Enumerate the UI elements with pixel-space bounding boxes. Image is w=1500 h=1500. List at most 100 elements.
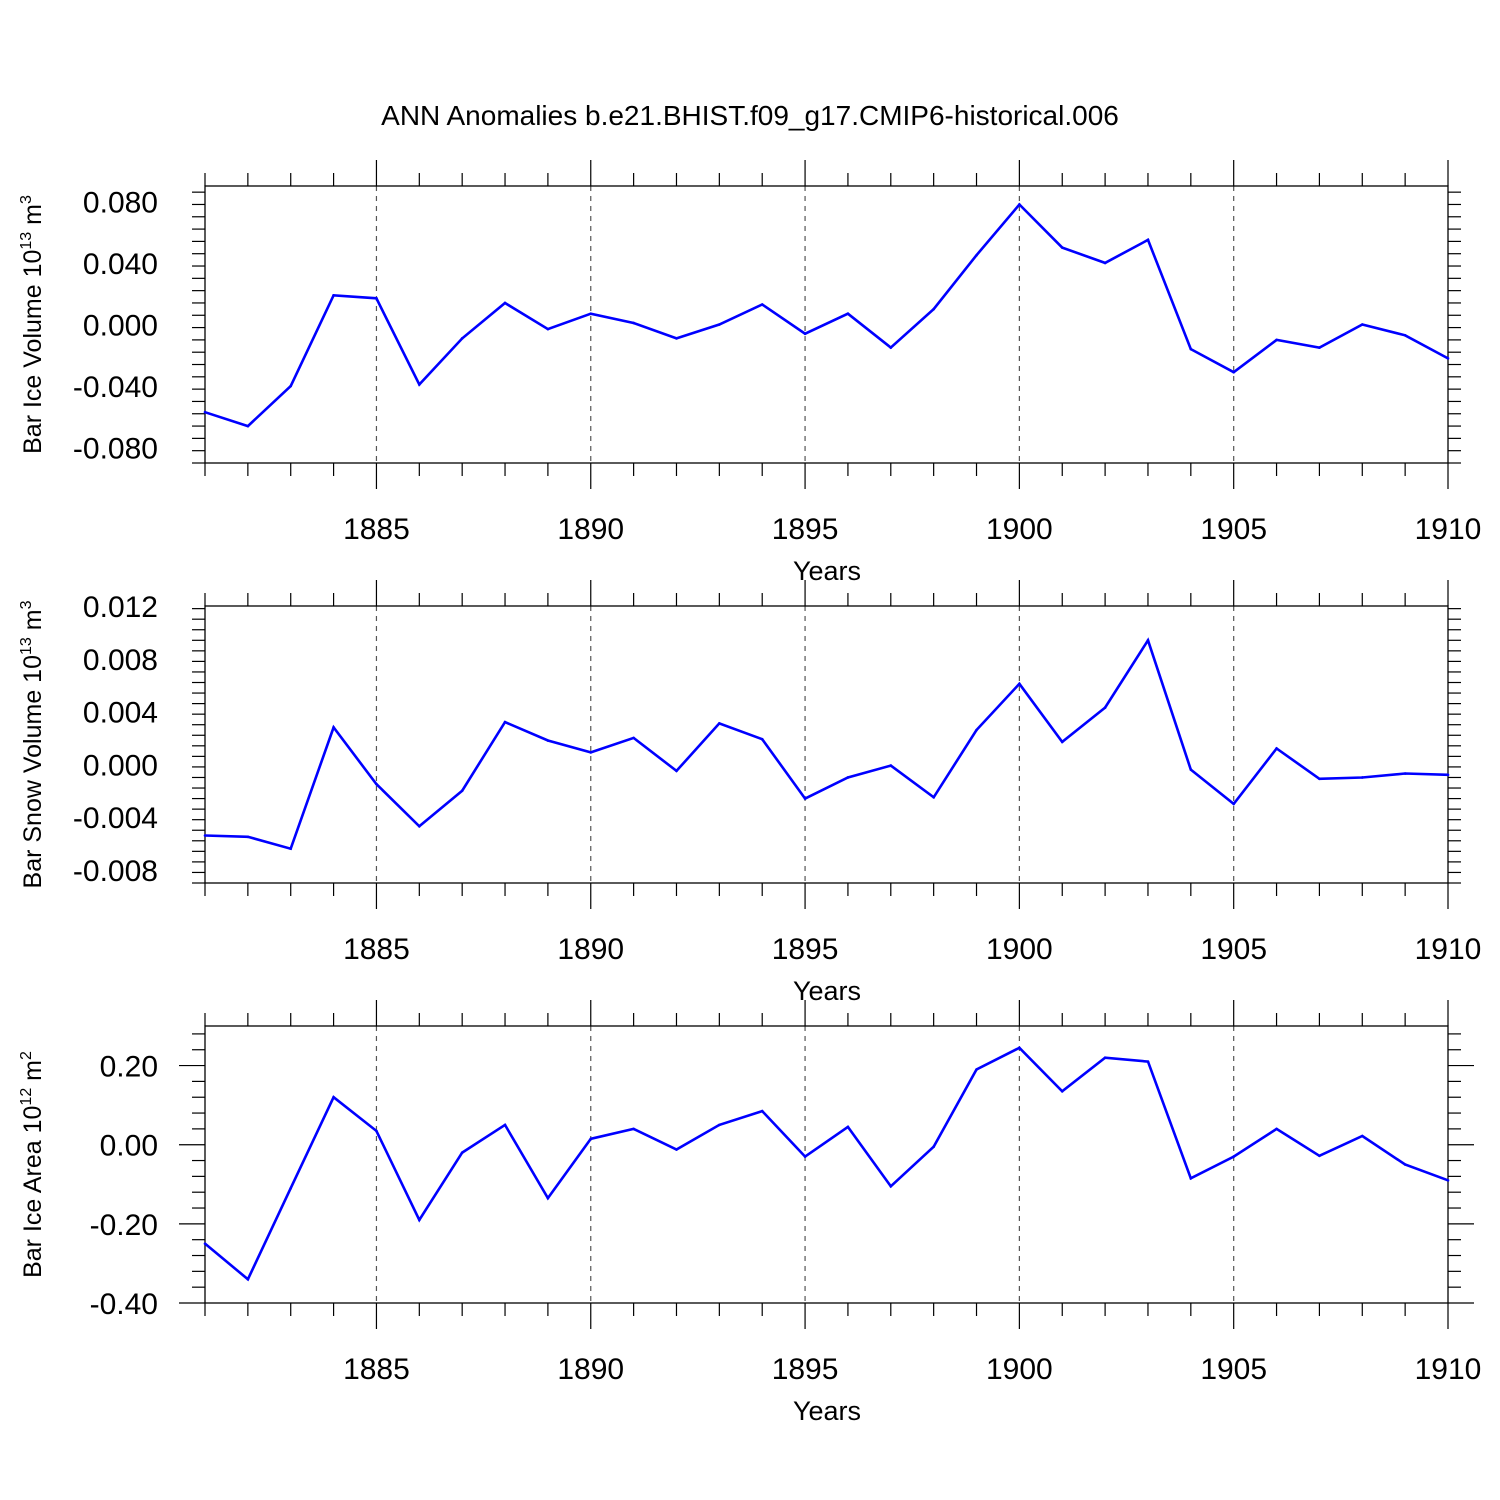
data-point — [289, 1186, 293, 1190]
y-tick-label: 0.000 — [83, 310, 158, 343]
y-tick-label: 0.000 — [83, 749, 158, 782]
x-tick-label: 1895 — [772, 933, 839, 966]
data-point — [1232, 1155, 1235, 1158]
y-tick-label: 0.004 — [83, 697, 158, 730]
chart-panel-1: 1885 1890 1895 1900 1905 1910 Years -0.080 -0.04… — [18, 160, 1481, 586]
y-axis-label: Bar Ice Volume 1013 m3 — [18, 195, 47, 454]
y-axis-label: Bar Ice Area 1012 m2 — [18, 1051, 47, 1278]
data-point — [1060, 246, 1064, 249]
data-point — [632, 1127, 635, 1131]
data-point — [1318, 346, 1321, 349]
chart-panel-3: 1885 1890 1895 1900 1905 1910 Years -0.40 -0.20 0… — [18, 1000, 1481, 1426]
x-axis-label: Years — [793, 556, 861, 586]
data-point — [1360, 776, 1364, 779]
y-tick-label: -0.080 — [73, 433, 158, 466]
data-point — [975, 1068, 978, 1071]
data-point — [246, 835, 250, 839]
data-point — [1232, 370, 1235, 374]
data-point — [718, 722, 721, 725]
chart-panel-2: 1885 1890 1895 1900 1905 1910 Years -0.008 -0.00… — [18, 580, 1481, 1006]
data-point — [546, 739, 550, 742]
data-point — [1018, 203, 1021, 206]
data-point — [1318, 777, 1321, 781]
x-tick-label: 1890 — [557, 933, 624, 966]
data-point — [418, 824, 421, 828]
data-point — [203, 410, 207, 414]
x-tick-label: 1895 — [772, 513, 839, 546]
x-tick-label: 1885 — [343, 513, 410, 546]
data-point — [1446, 1179, 1450, 1182]
data-point — [760, 1109, 764, 1113]
data-point — [546, 1196, 550, 1200]
y-tick-label: 0.008 — [83, 644, 158, 677]
data-point — [289, 847, 293, 851]
data-point — [632, 736, 635, 740]
data-point — [846, 312, 850, 316]
plot-frame — [204, 1025, 1449, 1304]
x-tick-label: 1900 — [986, 1353, 1053, 1386]
x-tick-label: 1885 — [343, 1353, 410, 1386]
data-point — [1018, 682, 1021, 686]
data-point — [718, 1123, 721, 1127]
data-point — [418, 1218, 421, 1222]
data-point — [675, 1148, 678, 1151]
chart-title: ANN Anomalies b.e21.BHIST.f09_g17.CMIP6-… — [381, 100, 1119, 131]
data-point — [460, 337, 464, 340]
data-point — [1446, 357, 1450, 360]
data-point — [846, 1125, 850, 1129]
y-tick-label: -0.004 — [73, 802, 158, 835]
series-line — [204, 637, 1449, 851]
data-point — [375, 1129, 378, 1133]
x-tick-label: 1890 — [557, 1353, 624, 1386]
data-point — [1318, 1154, 1321, 1158]
series-line — [204, 1046, 1449, 1282]
data-point — [1060, 740, 1064, 744]
data-point — [1360, 323, 1364, 326]
x-tick-label: 1895 — [772, 1353, 839, 1386]
data-point — [975, 253, 978, 257]
data-point — [1232, 802, 1235, 806]
plot-frame — [204, 605, 1449, 884]
data-point — [1189, 347, 1193, 351]
data-point — [1103, 1056, 1107, 1059]
data-point — [503, 1123, 507, 1127]
data-point — [1403, 333, 1407, 337]
data-point — [418, 383, 421, 386]
data-point — [675, 337, 678, 340]
data-point — [932, 307, 935, 311]
data-point — [760, 737, 764, 741]
data-point — [546, 327, 550, 331]
data-point — [803, 797, 807, 800]
data-point — [718, 323, 721, 326]
data-point — [1103, 706, 1107, 709]
x-tick-label: 1910 — [1415, 933, 1482, 966]
data-point — [932, 1145, 935, 1148]
data-point — [932, 795, 935, 799]
data-point — [332, 1095, 335, 1099]
data-point — [1275, 747, 1278, 750]
y-tick-label: -0.20 — [90, 1209, 158, 1242]
data-point — [975, 728, 978, 732]
data-point — [1189, 1177, 1193, 1180]
data-point — [889, 764, 893, 767]
data-point — [1189, 768, 1193, 771]
data-point — [1060, 1089, 1064, 1093]
y-tick-label: 0.20 — [100, 1051, 158, 1084]
x-tick-label: 1905 — [1200, 1353, 1267, 1386]
data-point — [246, 424, 250, 428]
data-point — [803, 1155, 807, 1158]
data-point — [1146, 1060, 1150, 1063]
x-tick-label: 1885 — [343, 933, 410, 966]
y-tick-label: 0.080 — [83, 186, 158, 219]
data-point — [675, 769, 678, 773]
data-point — [1360, 1134, 1364, 1138]
x-tick-label: 1900 — [986, 513, 1053, 546]
data-point — [589, 1137, 593, 1141]
data-point — [1403, 772, 1407, 775]
data-point — [1275, 1127, 1278, 1131]
data-point — [803, 332, 807, 336]
data-point — [503, 301, 507, 305]
x-tick-label: 1910 — [1415, 1353, 1482, 1386]
data-point — [503, 720, 507, 724]
